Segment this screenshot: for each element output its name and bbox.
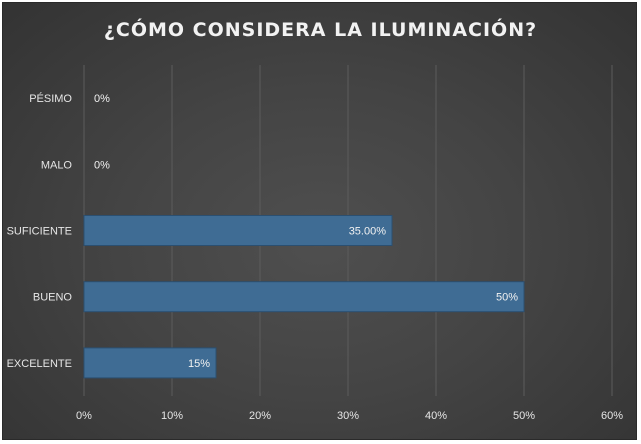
x-tick-label: 40% [425,410,447,422]
bar [83,215,393,246]
x-tick-label: 30% [337,410,359,422]
x-tick-label: 0% [76,410,92,422]
x-tick-label: 50% [513,410,535,422]
data-label: 15% [188,358,210,370]
bar [83,347,217,379]
chart-title: ¿CÓMO CONSIDERA LA ILUMINACIÓN? [103,19,538,41]
data-label: 0% [94,93,110,105]
x-tick-label: 10% [161,410,183,422]
bar [83,281,525,313]
category-label: SUFICIENTE [7,226,72,238]
data-label: 35.00% [349,226,387,238]
category-label: MALO [41,159,73,171]
data-label: 0% [94,159,110,171]
chart-frame: ¿CÓMO CONSIDERA LA ILUMINACIÓN? 0% 10% 20%… [2,2,637,440]
category-label: PÉSIMO [29,92,72,105]
data-label: 50% [496,292,518,304]
category-label: EXCELENTE [7,358,72,370]
bar-chart: 0% 10% 20% 30% 40% 50% 60% PÉSIMO 0% MALO 0% SUFICI… [7,65,623,422]
category-label: BUENO [33,292,73,304]
x-tick-label: 20% [249,410,271,422]
x-tick-label: 60% [601,410,623,422]
